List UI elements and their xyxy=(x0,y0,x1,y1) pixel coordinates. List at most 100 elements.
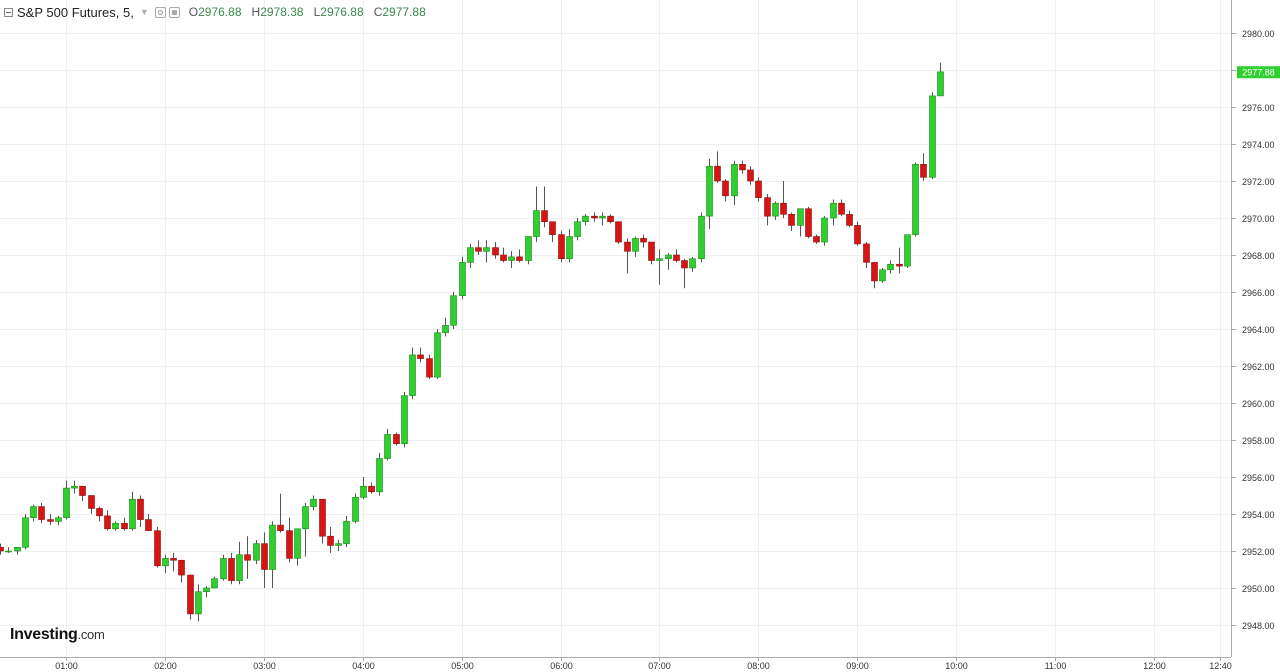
y-tick-label: 2972.00 xyxy=(1242,177,1275,187)
candle-down xyxy=(137,495,144,527)
x-tick-label: 06:00 xyxy=(550,661,573,671)
candle-body xyxy=(632,238,639,252)
candle-body xyxy=(673,254,680,261)
candle-body xyxy=(220,558,227,580)
candle-body xyxy=(887,263,894,271)
candle-body xyxy=(211,578,218,589)
candle-body xyxy=(236,554,243,581)
candle-up xyxy=(129,491,136,531)
candle-body xyxy=(813,236,820,243)
candle-down xyxy=(813,234,820,244)
candle-body xyxy=(681,260,688,269)
candle-body xyxy=(434,332,441,378)
candle-up xyxy=(797,208,804,237)
x-tick-label: 09:00 xyxy=(846,661,869,671)
x-tick-label: 10:00 xyxy=(945,661,968,671)
candle-body xyxy=(79,485,86,496)
y-tick-label: 2952.00 xyxy=(1242,547,1275,557)
candle-down xyxy=(327,526,334,553)
candle-up xyxy=(599,212,606,226)
candle-down xyxy=(558,230,565,263)
candle-up xyxy=(574,218,581,241)
candle-down xyxy=(475,240,482,255)
candle-body xyxy=(574,221,581,237)
candle-body xyxy=(722,180,729,197)
candle-down xyxy=(368,482,375,494)
chevron-down-icon[interactable]: ▼ xyxy=(139,7,149,17)
candle-body xyxy=(838,202,845,215)
candle-body xyxy=(648,241,655,261)
visibility-icon[interactable] xyxy=(154,6,166,18)
candle-body xyxy=(137,498,144,520)
candle-down xyxy=(47,514,54,526)
candle-body xyxy=(516,256,523,261)
y-tick-label: 2948.00 xyxy=(1242,621,1275,631)
candle-down xyxy=(228,552,235,585)
candle-up xyxy=(731,160,738,206)
candle-down xyxy=(187,574,194,620)
candle-up xyxy=(887,260,894,274)
candle-up xyxy=(30,504,37,522)
settings-icon[interactable] xyxy=(168,6,180,18)
candle-body xyxy=(63,487,70,519)
candle-body xyxy=(871,262,878,282)
candles xyxy=(0,62,944,622)
candle-up xyxy=(294,528,301,566)
candle-body xyxy=(714,165,721,182)
candle-up xyxy=(409,347,416,400)
candle-body xyxy=(302,506,309,530)
x-tick-label: 07:00 xyxy=(648,661,671,671)
candle-down xyxy=(178,559,185,583)
candle-body xyxy=(352,497,359,522)
collapse-icon[interactable] xyxy=(4,7,13,17)
candle-up xyxy=(566,229,573,263)
investing-logo: Investing.com xyxy=(10,626,105,643)
x-tick-label: 08:00 xyxy=(747,661,770,671)
close-value: 2977.88 xyxy=(382,5,426,19)
candle-body xyxy=(244,554,251,561)
y-tick-label: 2974.00 xyxy=(1242,140,1275,150)
x-tick-label: 11:00 xyxy=(1045,661,1067,671)
candle-body xyxy=(319,498,326,537)
candle-down xyxy=(88,495,95,514)
candle-down xyxy=(681,258,688,289)
candle-body xyxy=(780,202,787,215)
candle-body xyxy=(863,243,870,263)
candle-down xyxy=(615,221,622,244)
candle-down xyxy=(714,151,721,183)
candle-body xyxy=(310,498,317,507)
candle-down xyxy=(838,199,845,217)
candle-down xyxy=(38,502,45,524)
candle-body xyxy=(920,164,927,178)
candle-body xyxy=(764,197,771,217)
candle-body xyxy=(698,215,705,259)
candle-body xyxy=(261,543,268,570)
candle-body xyxy=(689,258,696,269)
candle-up xyxy=(483,240,490,263)
candle-body xyxy=(327,535,334,546)
candle-body xyxy=(228,558,235,581)
candle-down xyxy=(648,241,655,265)
candle-body xyxy=(665,254,672,259)
candle-body xyxy=(821,217,828,243)
candle-up xyxy=(211,576,218,589)
candle-up xyxy=(63,480,70,520)
x-tick-label: 03:00 xyxy=(253,661,276,671)
symbol-label[interactable]: S&P 500 Futures, 5, xyxy=(17,4,134,20)
candle-body xyxy=(393,434,400,445)
x-tick-label: 05:00 xyxy=(451,661,474,671)
candle-up xyxy=(352,493,359,524)
candle-down xyxy=(244,536,251,579)
candle-up xyxy=(236,541,243,585)
candle-down xyxy=(79,485,86,502)
candle-body xyxy=(129,498,136,530)
candle-up xyxy=(830,199,837,226)
candle-down xyxy=(96,506,103,522)
candle-body xyxy=(624,241,631,252)
candle-body xyxy=(162,558,169,567)
candle-up xyxy=(467,243,474,268)
candle-down xyxy=(500,247,507,263)
candle-body xyxy=(376,458,383,493)
low-label: L xyxy=(313,5,321,19)
